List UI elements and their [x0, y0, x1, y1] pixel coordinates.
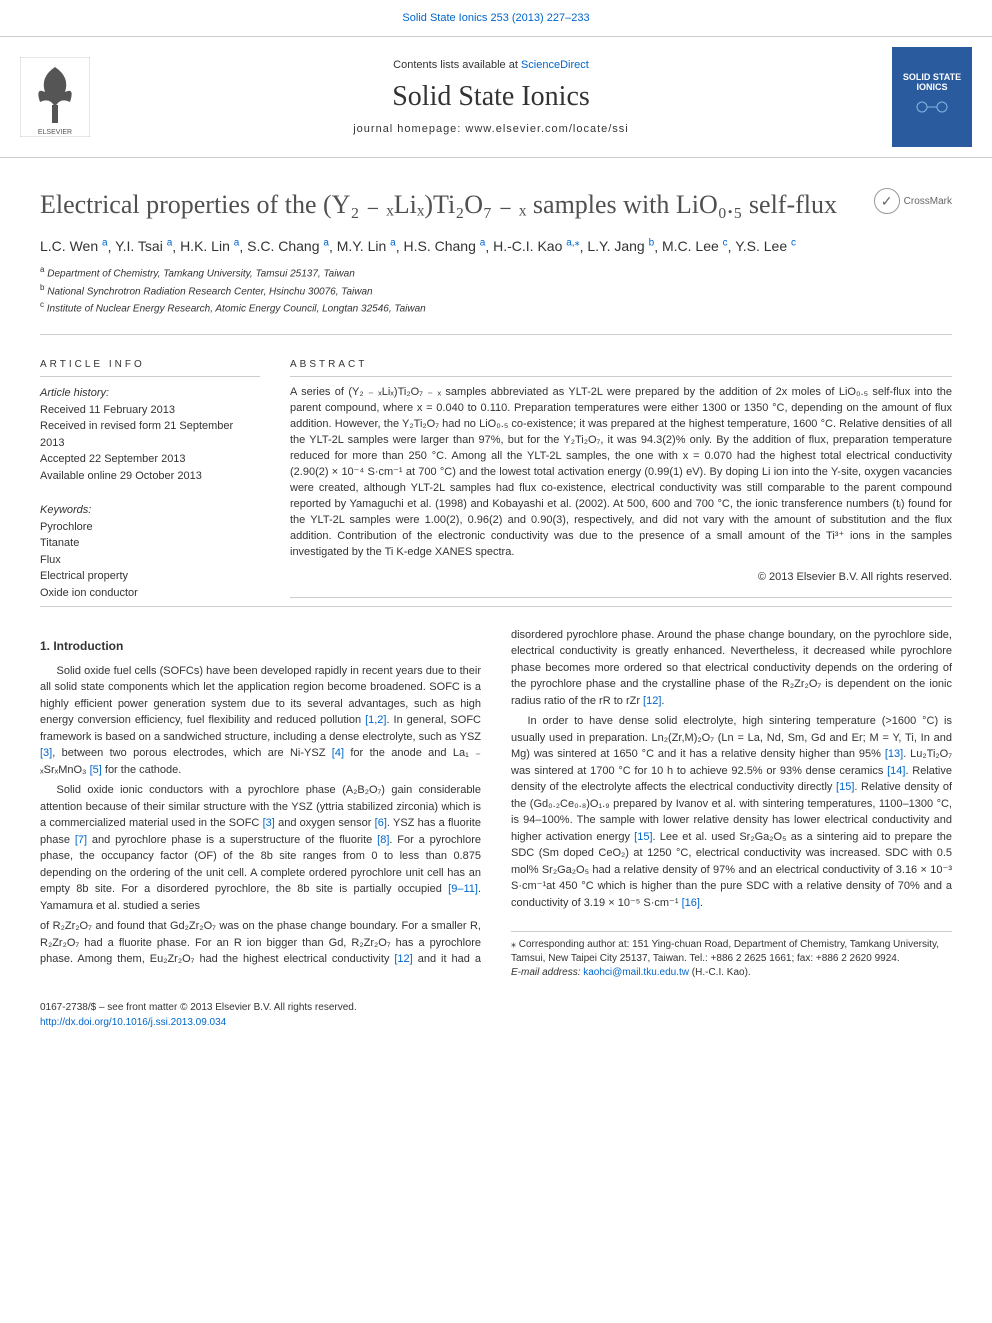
author: Y.S. Lee c	[735, 238, 796, 254]
keyword-item: Titanate	[40, 535, 260, 552]
ref-link[interactable]: [7]	[75, 834, 87, 846]
abstract-label: ABSTRACT	[290, 359, 952, 370]
history-item: Available online 29 October 2013	[40, 468, 260, 485]
ref-link[interactable]: [12]	[394, 953, 412, 965]
author: L.Y. Jang b	[587, 238, 654, 254]
svg-text:ELSEVIER: ELSEVIER	[38, 129, 72, 136]
affiliation: b National Synchrotron Radiation Researc…	[40, 282, 952, 299]
body-paragraph: Solid oxide fuel cells (SOFCs) have been…	[40, 663, 481, 779]
affiliation: c Institute of Nuclear Energy Research, …	[40, 299, 952, 316]
ref-link[interactable]: [6]	[375, 817, 387, 829]
keyword-item: Pyrochlore	[40, 519, 260, 536]
contents-line: Contents lists available at ScienceDirec…	[90, 59, 892, 71]
ref-link[interactable]: [16]	[682, 897, 700, 909]
ref-link[interactable]: [5]	[90, 764, 102, 776]
divider	[40, 334, 952, 335]
copyright: © 2013 Elsevier B.V. All rights reserved…	[290, 571, 952, 583]
divider	[40, 376, 260, 377]
history-label: Article history:	[40, 385, 260, 402]
ref-link[interactable]: [12]	[643, 695, 661, 707]
author: S.C. Chang a	[247, 238, 329, 254]
ref-link[interactable]: [8]	[377, 834, 389, 846]
keyword-item: Electrical property	[40, 568, 260, 585]
author: L.C. Wen a	[40, 238, 108, 254]
ref-link[interactable]: [9–11]	[448, 883, 478, 895]
keyword-item: Flux	[40, 552, 260, 569]
crossmark-icon: ✓	[874, 188, 900, 214]
author: H.-C.I. Kao a,⁎	[493, 238, 579, 254]
author: M.Y. Lin a	[337, 238, 396, 254]
ref-link[interactable]: [3]	[263, 817, 275, 829]
ref-link[interactable]: [4]	[332, 747, 344, 759]
ref-link[interactable]: [15]	[836, 781, 854, 793]
journal-cover-icon: SOLID STATE IONICS	[892, 47, 972, 147]
ref-link[interactable]: [1,2]	[365, 714, 386, 726]
journal-homepage: journal homepage: www.elsevier.com/locat…	[90, 123, 892, 135]
author: M.C. Lee c	[662, 238, 728, 254]
abstract-text: A series of (Y₂ ₋ ₓLiₓ)Ti₂O₇ ₋ ₓ samples…	[290, 385, 952, 560]
divider	[290, 597, 952, 598]
history-item: Accepted 22 September 2013	[40, 451, 260, 468]
header-top-link: Solid State Ionics 253 (2013) 227–233	[0, 0, 992, 36]
elsevier-logo: ELSEVIER	[20, 57, 90, 137]
keywords-label: Keywords:	[40, 502, 260, 519]
history-item: Received 11 February 2013	[40, 402, 260, 419]
sciencedirect-link[interactable]: ScienceDirect	[521, 59, 589, 71]
divider	[290, 376, 952, 377]
crossmark-badge[interactable]: ✓ CrossMark	[874, 188, 952, 214]
article-title: Electrical properties of the (Y₂ ₋ ₓLiₓ)…	[40, 188, 874, 222]
issn-line: 0167-2738/$ – see front matter © 2013 El…	[40, 1000, 952, 1015]
ref-link[interactable]: [14]	[887, 765, 905, 777]
diffusion-icon	[912, 92, 952, 122]
footer: 0167-2738/$ – see front matter © 2013 El…	[0, 1000, 992, 1050]
abstract-column: ABSTRACT A series of (Y₂ ₋ ₓLiₓ)Ti₂O₇ ₋ …	[290, 345, 952, 605]
keyword-item: Oxide ion conductor	[40, 585, 260, 602]
article-info-label: ARTICLE INFO	[40, 359, 260, 370]
corresponding-footnote: ⁎ Corresponding author at: 151 Ying-chua…	[511, 931, 952, 980]
author: H.K. Lin a	[180, 238, 239, 254]
author: Y.I. Tsai a	[115, 238, 172, 254]
doi-link[interactable]: http://dx.doi.org/10.1016/j.ssi.2013.09.…	[40, 1017, 226, 1028]
affiliations: a Department of Chemistry, Tamkang Unive…	[40, 264, 952, 316]
body-paragraph: Solid oxide ionic conductors with a pyro…	[40, 782, 481, 914]
body-paragraph: In order to have dense solid electrolyte…	[511, 713, 952, 911]
introduction-heading: 1. Introduction	[40, 639, 481, 653]
affiliation: a Department of Chemistry, Tamkang Unive…	[40, 264, 952, 281]
article-header: Electrical properties of the (Y₂ ₋ ₓLiₓ)…	[0, 158, 992, 345]
citation-link[interactable]: Solid State Ionics 253 (2013) 227–233	[402, 12, 589, 24]
body-columns: 1. Introduction Solid oxide fuel cells (…	[0, 607, 992, 1001]
info-abstract-row: ARTICLE INFO Article history: Received 1…	[0, 345, 992, 605]
ref-link[interactable]: [13]	[885, 748, 903, 760]
ref-link[interactable]: [15]	[634, 831, 652, 843]
banner-center: Contents lists available at ScienceDirec…	[90, 59, 892, 135]
history-item: Received in revised form 21 September 20…	[40, 418, 260, 451]
article-info-column: ARTICLE INFO Article history: Received 1…	[40, 345, 260, 605]
authors-list: L.C. Wen a, Y.I. Tsai a, H.K. Lin a, S.C…	[40, 238, 952, 255]
email-link[interactable]: kaohci@mail.tku.edu.tw	[583, 967, 689, 978]
tree-icon: ELSEVIER	[20, 57, 90, 137]
author: H.S. Chang a	[404, 238, 486, 254]
journal-banner: ELSEVIER Contents lists available at Sci…	[0, 36, 992, 158]
ref-link[interactable]: [3]	[40, 747, 52, 759]
journal-name: Solid State Ionics	[90, 81, 892, 113]
